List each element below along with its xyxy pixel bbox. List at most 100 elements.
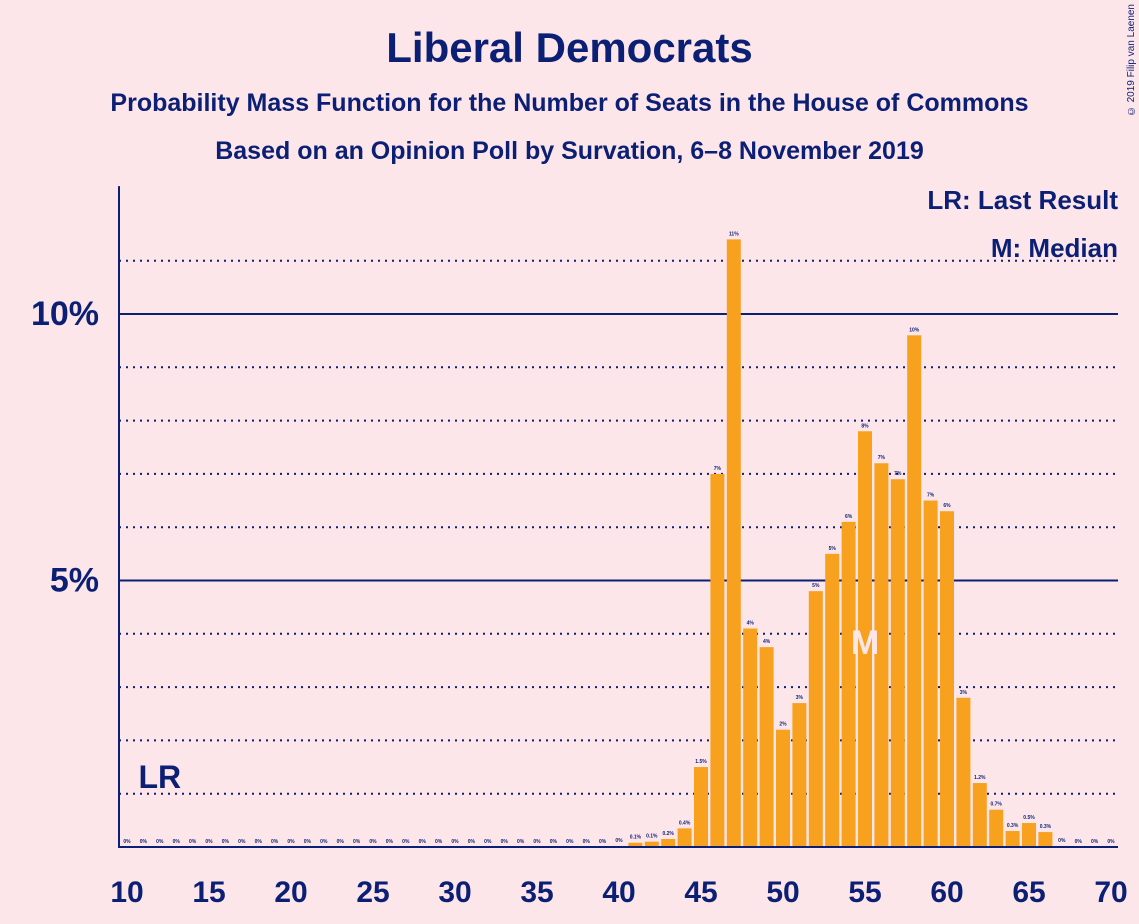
- data-label-seat-40: 0%: [615, 838, 623, 844]
- bar-seat-41: [628, 842, 643, 847]
- data-label-seat-20: 0%: [287, 839, 295, 845]
- data-label-seat-26: 0%: [386, 839, 394, 845]
- median-marker: M: [851, 624, 879, 662]
- legend-median: M: Median: [991, 233, 1118, 263]
- x-tick-label: 65: [1012, 876, 1045, 909]
- data-label-seat-68: 0%: [1075, 839, 1083, 845]
- data-label-seat-18: 0%: [255, 839, 263, 845]
- data-label-seat-38: 0%: [583, 839, 591, 845]
- data-label-seat-16: 0%: [222, 839, 230, 845]
- bar-seat-64: [1005, 831, 1020, 847]
- data-label-seat-44: 0.4%: [679, 820, 691, 826]
- x-tick-label: 20: [274, 876, 307, 909]
- bar-seat-61: [956, 697, 971, 847]
- data-label-seat-37: 0%: [566, 839, 574, 845]
- y-tick-label: 5%: [50, 562, 99, 600]
- data-label-seat-66: 0.3%: [1040, 824, 1052, 830]
- data-label-seat-31: 0%: [468, 839, 476, 845]
- data-label-seat-25: 0%: [369, 839, 377, 845]
- data-label-seat-24: 0%: [353, 839, 361, 845]
- bar-seat-56: [874, 463, 889, 847]
- data-label-seat-53: 5%: [829, 546, 837, 552]
- data-label-seat-17: 0%: [238, 839, 246, 845]
- data-label-seat-51: 3%: [796, 695, 804, 701]
- data-label-seat-29: 0%: [435, 839, 443, 845]
- bar-seat-42: [644, 841, 659, 847]
- bar-seat-45: [694, 767, 708, 847]
- data-label-seat-32: 0%: [484, 839, 492, 845]
- data-label-seat-61: 3%: [960, 690, 968, 696]
- bar-seat-59: [923, 500, 938, 847]
- data-label-seat-56: 7%: [878, 455, 886, 461]
- bar-seat-47: [726, 239, 741, 847]
- bar-seat-57: [890, 479, 905, 847]
- data-label-seat-23: 0%: [337, 839, 345, 845]
- y-tick-label: 10%: [31, 295, 99, 333]
- data-label-seat-52: 5%: [812, 583, 820, 589]
- data-label-seat-50: 2%: [779, 722, 787, 728]
- data-label-seat-14: 0%: [189, 839, 197, 845]
- chart-source-subtitle: Based on an Opinion Poll by Survation, 6…: [215, 137, 924, 165]
- data-label-seat-41: 0.1%: [630, 835, 642, 841]
- data-label-seat-34: 0%: [517, 839, 525, 845]
- bar-seat-46: [710, 473, 725, 847]
- data-label-seat-46: 7%: [714, 466, 722, 472]
- data-label-seat-55: 8%: [861, 423, 869, 429]
- markers: LR M: [138, 624, 879, 795]
- data-label-seat-33: 0%: [501, 839, 509, 845]
- data-label-seat-19: 0%: [271, 839, 279, 845]
- chart-subtitle: Probability Mass Function for the Number…: [110, 89, 1029, 117]
- last-result-marker: LR: [138, 759, 181, 795]
- data-label-seat-11: 0%: [140, 839, 148, 845]
- x-tick-label: 30: [438, 876, 471, 909]
- data-label-seat-54: 6%: [845, 514, 853, 520]
- bar-seat-54: [841, 521, 856, 847]
- data-labels: 0% 0% 0% 0% 0% 0% 0% 0% 0% 0% 0% 0% 0% 0% 0% 0% 0% 0% 0% 0%…: [123, 231, 1115, 845]
- legend-last-result: LR: Last Result: [927, 185, 1118, 215]
- x-tick-label: 15: [192, 876, 225, 909]
- data-label-seat-64: 0.3%: [1007, 823, 1019, 829]
- bar-seat-49: [759, 647, 774, 847]
- bar-seat-53: [825, 553, 840, 847]
- bar-seat-60: [940, 511, 954, 847]
- x-tick-label: 25: [356, 876, 389, 909]
- bar-seat-43: [661, 839, 676, 847]
- data-label-seat-43: 0.2%: [662, 831, 674, 837]
- bar-seat-55: [858, 431, 872, 847]
- data-label-seat-57: 7%: [894, 471, 902, 477]
- x-tick-label: 35: [520, 876, 553, 909]
- x-tick-label: 10: [110, 876, 143, 909]
- x-tick-label: 50: [766, 876, 799, 909]
- data-label-seat-21: 0%: [304, 839, 312, 845]
- x-tick-label: 70: [1094, 876, 1127, 909]
- data-label-seat-10: 0%: [123, 839, 131, 845]
- data-label-seat-60: 6%: [943, 503, 951, 509]
- data-label-seat-12: 0%: [156, 839, 164, 845]
- data-label-seat-35: 0%: [533, 839, 541, 845]
- bar-seat-58: [907, 335, 922, 847]
- x-tick-label: 40: [602, 876, 635, 909]
- bar-seat-52: [808, 591, 823, 847]
- x-tick-label: 45: [684, 876, 717, 909]
- data-label-seat-65: 0.5%: [1023, 815, 1035, 821]
- bar-seat-62: [972, 783, 987, 847]
- axes: 10 15 20 25 30 35 40 45 50 55 60 65 70 5% 10%: [31, 186, 1128, 909]
- data-label-seat-39: 0%: [599, 839, 607, 845]
- data-label-seat-22: 0%: [320, 839, 328, 845]
- data-label-seat-67: 0%: [1058, 838, 1066, 844]
- chart-title: Liberal Democrats: [386, 24, 753, 71]
- bar-seat-63: [989, 809, 1004, 847]
- data-label-seat-69: 0%: [1091, 839, 1099, 845]
- x-tick-label: 55: [848, 876, 881, 909]
- data-label-seat-58: 10%: [909, 327, 920, 333]
- data-label-seat-42: 0.1%: [646, 834, 658, 840]
- x-tick-label: 60: [930, 876, 963, 909]
- data-label-seat-28: 0%: [419, 839, 427, 845]
- data-label-seat-45: 1.5%: [695, 759, 707, 765]
- bar-seat-50: [776, 729, 790, 847]
- bar-seat-65: [1022, 823, 1036, 847]
- bar-seat-66: [1038, 832, 1053, 847]
- data-label-seat-47: 11%: [729, 231, 739, 237]
- bar-seat-48: [743, 628, 758, 847]
